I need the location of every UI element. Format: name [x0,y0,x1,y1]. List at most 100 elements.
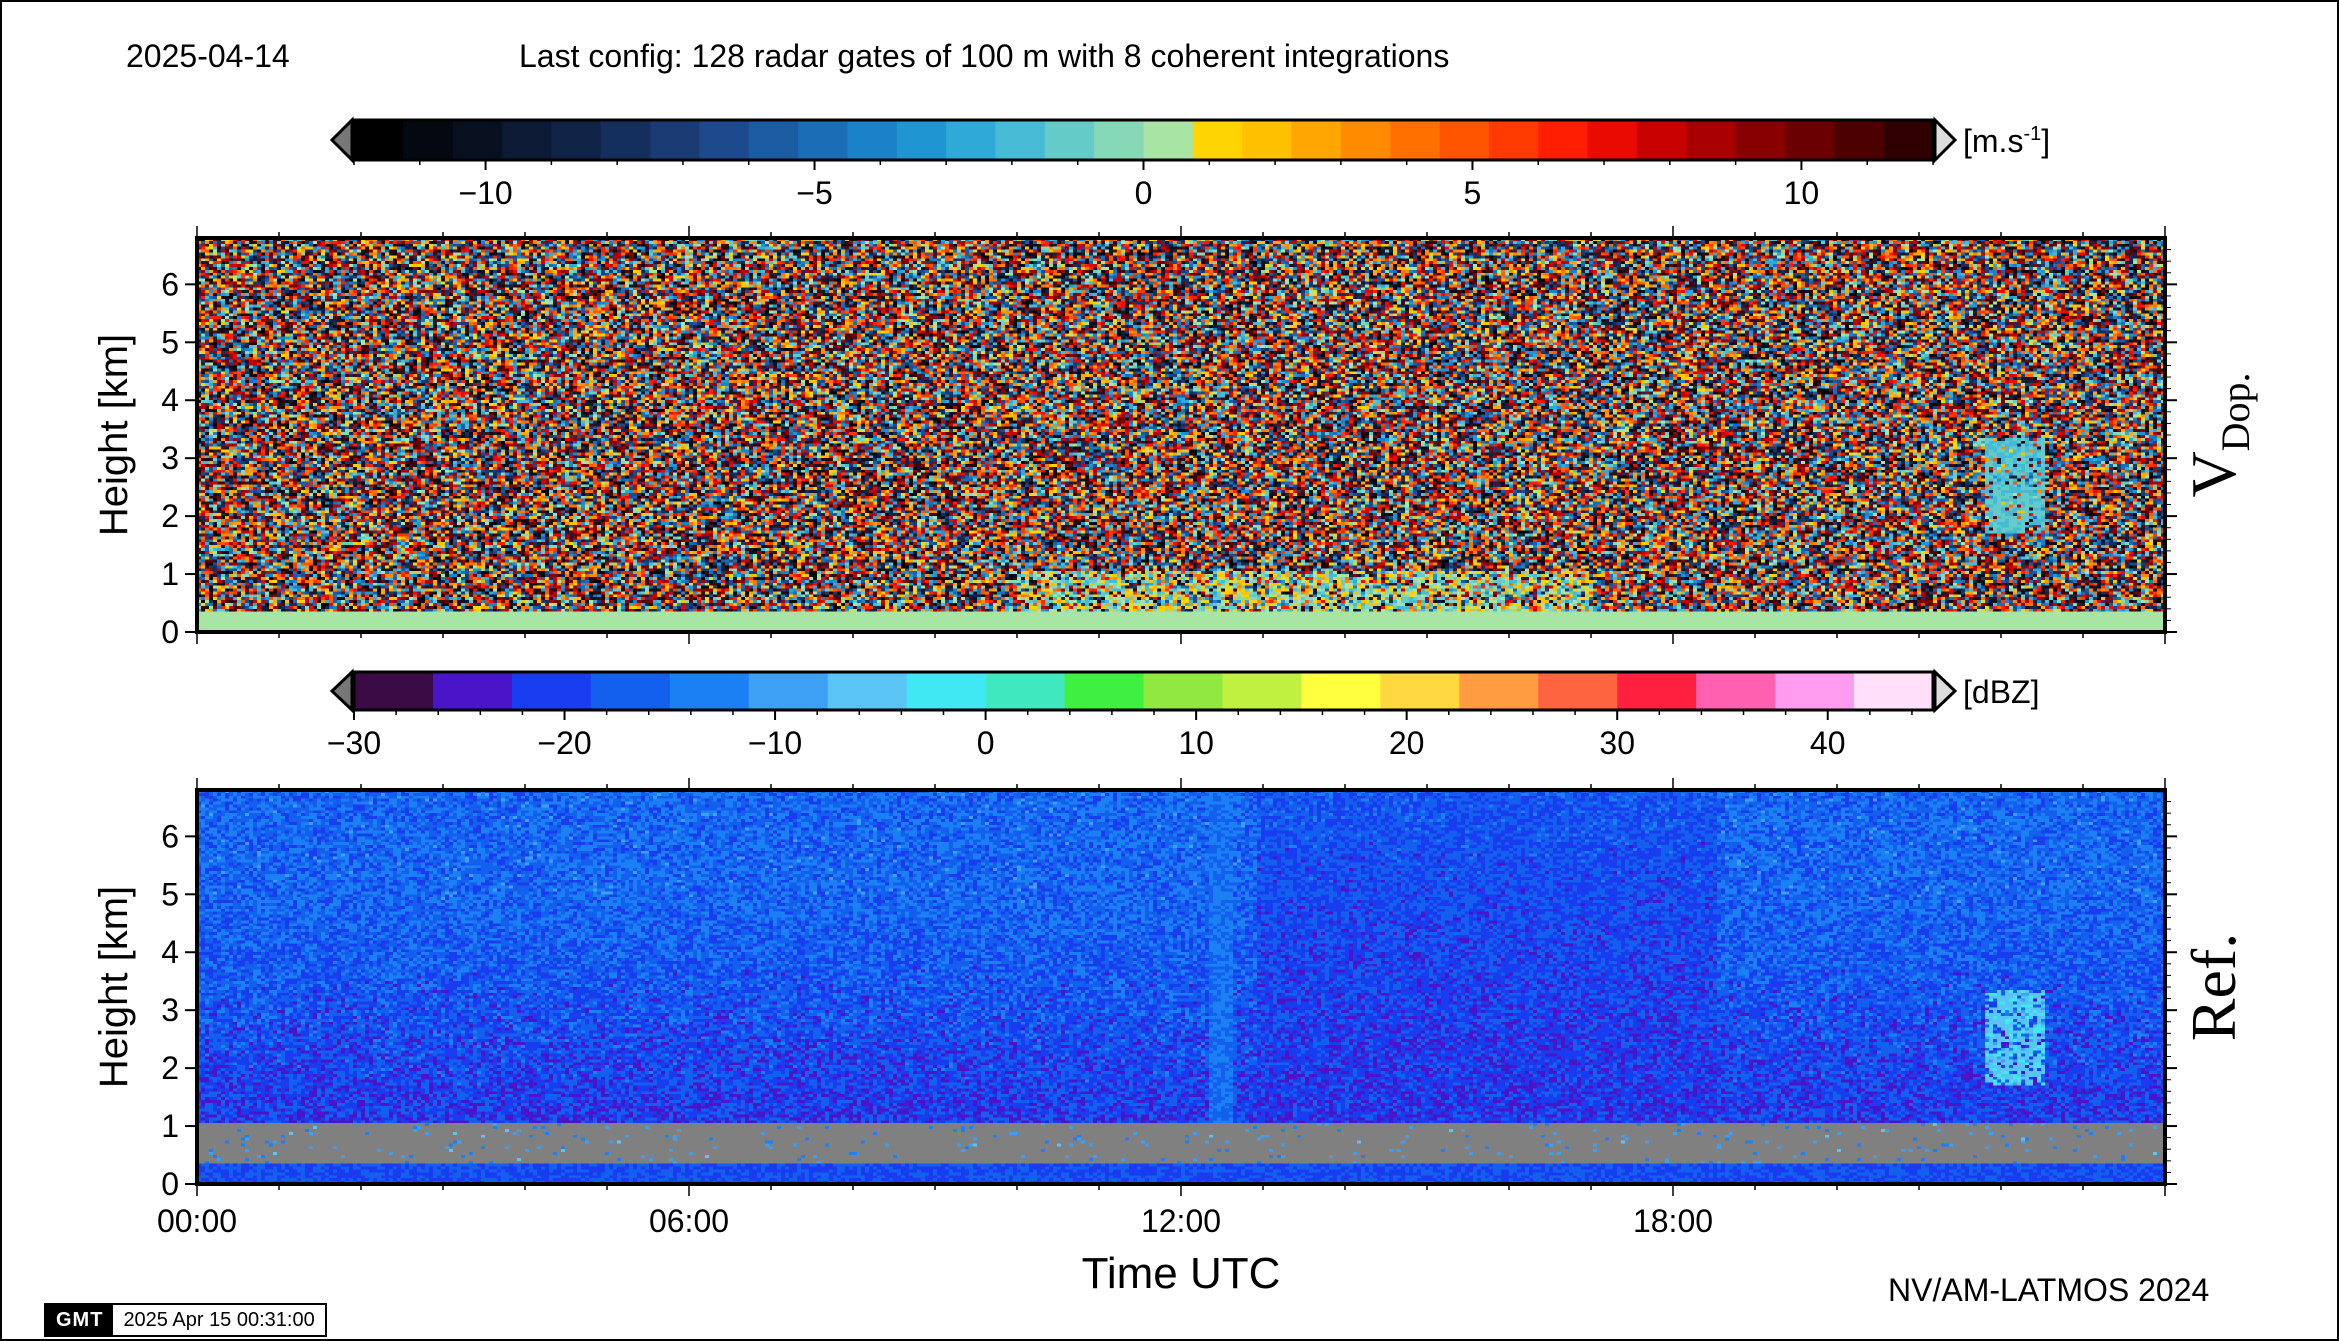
velocity-y-tick-label: 5 [161,324,179,360]
reflectivity-colorbar-swatch [1775,672,1855,710]
velocity-colorbar-swatch [1439,120,1490,160]
velocity-colorbar-swatch [551,120,602,160]
velocity-colorbar-swatch [798,120,848,160]
reflectivity-colorbar [329,668,1958,714]
reflectivity-panel-label: Ref. [2178,933,2249,1041]
reflectivity-colorbar-swatch [1617,672,1697,710]
velocity-y-tick-label: 1 [161,556,179,592]
reflectivity-y-tick-label: 1 [161,1108,179,1144]
gmt-logo: GMT [46,1305,114,1335]
reflectivity-colorbar-swatch [432,672,513,710]
velocity-y-tick-label: 6 [161,266,179,302]
reflectivity-y-axis: 0 1 2 3 4 5 6 [161,778,2177,1202]
velocity-colorbar-tick-label: 10 [1784,175,1820,211]
reflectivity-colorbar-swatch [1143,672,1223,710]
reflectivity-ylabel: Height [km] [92,886,136,1088]
reflectivity-colorbar-tick-label: −10 [748,725,802,761]
velocity-colorbar-swatch [1242,120,1293,160]
velocity-colorbar-swatch [1587,120,1638,160]
velocity-y-axis: 0 1 2 3 4 5 6 [161,226,2177,650]
velocity-colorbar-swatch [1636,120,1687,160]
reflectivity-colorbar-high-arrow [1933,668,1958,714]
date-label: 2025-04-14 [126,38,290,74]
velocity-colorbar-tick-label: −5 [796,175,832,211]
reflectivity-colorbar-tick-label: 30 [1599,725,1635,761]
velocity-y-tick-label: 4 [161,382,179,418]
reflectivity-colorbar-swatch [906,672,987,710]
velocity-colorbar-swatch [1784,120,1835,160]
reflectivity-colorbar-tick-label: 40 [1810,725,1846,761]
reflectivity-y-tick-label: 4 [161,934,179,970]
velocity-colorbar-swatch [1291,120,1342,160]
velocity-colorbar-swatch [1488,120,1539,160]
timestamp-text: 2025 Apr 15 00:31:00 [123,1308,315,1331]
velocity-colorbar-swatch [403,120,454,160]
reflectivity-colorbar-swatch [511,672,592,710]
velocity-colorbar-swatch [1735,120,1786,160]
time-x-tick-label: 18:00 [1633,1203,1713,1239]
reflectivity-y-tick-label: 3 [161,992,179,1028]
velocity-colorbar-swatch [600,120,651,160]
credit-label: NV/AM-LATMOS 2024 [1888,1272,2210,1308]
reflectivity-colorbar-swatch [1696,672,1776,710]
velocity-colorbar-swatch [1143,120,1194,160]
time-x-axis: 00:00 06:00 12:00 18:00 [157,1203,1713,1239]
reflectivity-colorbar-swatch [669,672,750,710]
velocity-colorbar-swatch [1044,120,1095,160]
reflectivity-y-tick-label: 0 [161,1166,179,1202]
velocity-panel-label: VDop. [2178,372,2258,497]
svg-text:VDop.: VDop. [2178,372,2258,497]
velocity-y-tick-label: 2 [161,498,179,534]
reflectivity-unit: [dBZ] [1963,674,2039,710]
time-x-tick-label: 12:00 [1141,1203,1221,1239]
velocity-y-tick-label: 0 [161,614,179,650]
reflectivity-colorbar-tick-label: 10 [1178,725,1214,761]
velocity-colorbar-swatch [748,120,799,160]
time-x-tick-label: 00:00 [157,1203,237,1239]
velocity-colorbar-low-arrow [329,116,354,164]
reflectivity-y-tick-label: 6 [161,818,179,854]
velocity-colorbar-swatch [896,120,947,160]
velocity-colorbar-swatch [946,120,996,160]
reflectivity-colorbar-swatch [1222,672,1302,710]
reflectivity-colorbar-swatch [985,672,1066,710]
velocity-colorbar-tick-label: 5 [1464,175,1482,211]
velocity-colorbar-swatch [650,120,700,160]
reflectivity-colorbar-swatch [1538,672,1618,710]
reflectivity-colorbar-tick-label: 20 [1389,725,1425,761]
reflectivity-colorbar-swatch [1064,672,1144,710]
velocity-heatmap [197,238,2165,632]
velocity-colorbar-swatch [699,120,750,160]
time-xlabel: Time UTC [1082,1249,1281,1298]
reflectivity-colorbar-tick-label: 0 [977,725,995,761]
velocity-ylabel: Height [km] [92,334,136,536]
velocity-colorbar-swatch [1390,120,1441,160]
velocity-colorbar-swatch [1094,120,1144,160]
reflectivity-colorbar-ticks: −30 −20 −10 0 10 20 30 40 [327,710,1913,761]
velocity-colorbar-swatch [1686,120,1737,160]
reflectivity-colorbar-swatch [827,672,908,710]
reflectivity-colorbar-tick-label: −30 [327,725,381,761]
velocity-colorbar-swatch [1834,120,1885,160]
reflectivity-heatmap [197,790,2165,1184]
velocity-unit: [m.s-1] [1963,123,2050,159]
gmt-timestamp: GMT 2025 Apr 15 00:31:00 [44,1303,327,1337]
velocity-colorbar [329,116,1958,164]
reflectivity-colorbar-tick-label: −20 [537,725,591,761]
reflectivity-colorbar-swatch [1380,672,1460,710]
reflectivity-colorbar-swatch [1854,672,1934,710]
velocity-colorbar-swatch [452,120,503,160]
reflectivity-colorbar-swatch [1301,672,1381,710]
velocity-y-tick-label: 3 [161,440,179,476]
velocity-colorbar-high-arrow [1933,116,1958,164]
reflectivity-colorbar-outline [352,670,1935,712]
reflectivity-colorbar-swatch [748,672,829,710]
velocity-colorbar-swatch [1538,120,1589,160]
reflectivity-colorbar-swatch [354,672,434,710]
reflectivity-y-tick-label: 5 [161,876,179,912]
velocity-colorbar-swatch [502,120,552,160]
velocity-colorbar-swatch [995,120,1046,160]
velocity-colorbar-swatch [1192,120,1243,160]
velocity-colorbar-swatch [354,120,404,160]
